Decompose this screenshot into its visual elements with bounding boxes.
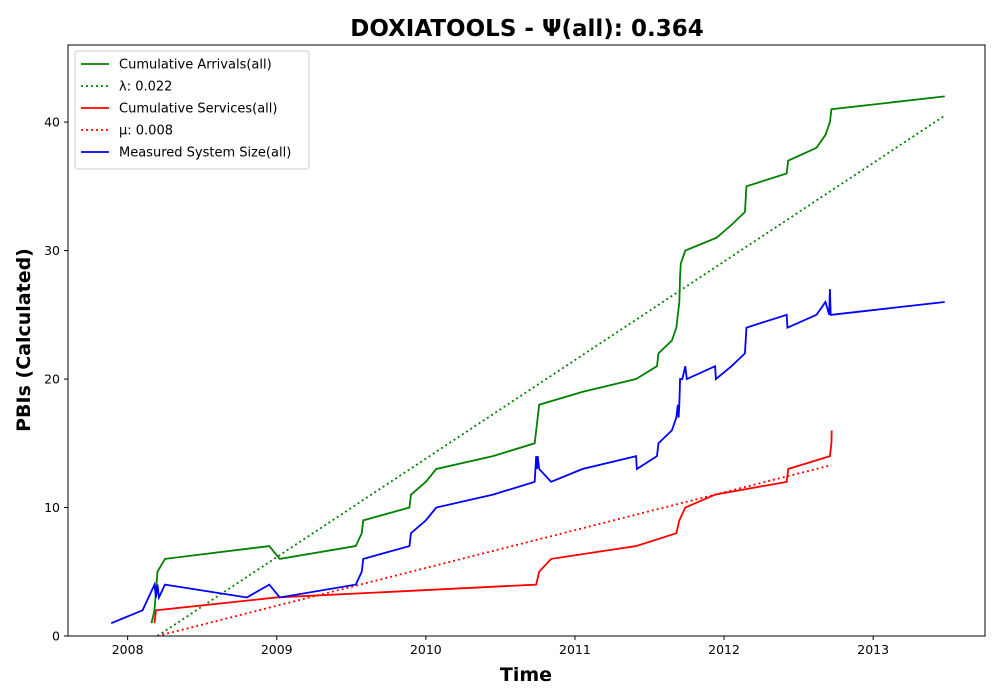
legend: Cumulative Arrivals(all) λ: 0.022 Cumulati… xyxy=(74,50,310,170)
series-line-5 xyxy=(110,289,945,624)
legend-label: λ: 0.022 xyxy=(119,80,172,95)
y-tick-label: 30 xyxy=(44,243,60,258)
y-tick-label: 0 xyxy=(52,629,60,644)
x-tick-label: 2009 xyxy=(261,642,293,657)
legend-box xyxy=(74,50,310,170)
y-tick-label: 20 xyxy=(44,372,60,387)
x-tick-label: 2010 xyxy=(410,642,442,657)
y-axis-label: PBIs (Calculated) xyxy=(13,248,35,432)
legend-label: Cumulative Arrivals(all) xyxy=(119,58,272,73)
series-line-1 xyxy=(150,95,945,624)
series-line-2 xyxy=(156,114,946,636)
x-tick-label: 2008 xyxy=(112,642,144,657)
y-tick-label: 40 xyxy=(44,115,60,130)
legend-label: Measured System Size(all) xyxy=(119,146,291,161)
x-tick-label: 2011 xyxy=(559,642,591,657)
series-line-4 xyxy=(157,464,832,636)
series-line-3 xyxy=(153,430,833,624)
axis-ticks: 2008 2009 2010 2011 2012 2013 0 10 20 30 40 xyxy=(44,115,889,657)
x-axis-label: Time xyxy=(500,664,552,686)
legend-label: Cumulative Services(all) xyxy=(119,102,277,117)
x-tick-label: 2013 xyxy=(857,642,889,657)
plot-frame xyxy=(67,44,986,637)
plot-area xyxy=(110,95,946,636)
x-tick-label: 2012 xyxy=(708,642,740,657)
y-tick-label: 10 xyxy=(44,500,60,515)
chart-title: DOXIATOOLS - Ψ(all): 0.364 xyxy=(350,16,704,42)
legend-label: μ: 0.008 xyxy=(119,124,173,139)
